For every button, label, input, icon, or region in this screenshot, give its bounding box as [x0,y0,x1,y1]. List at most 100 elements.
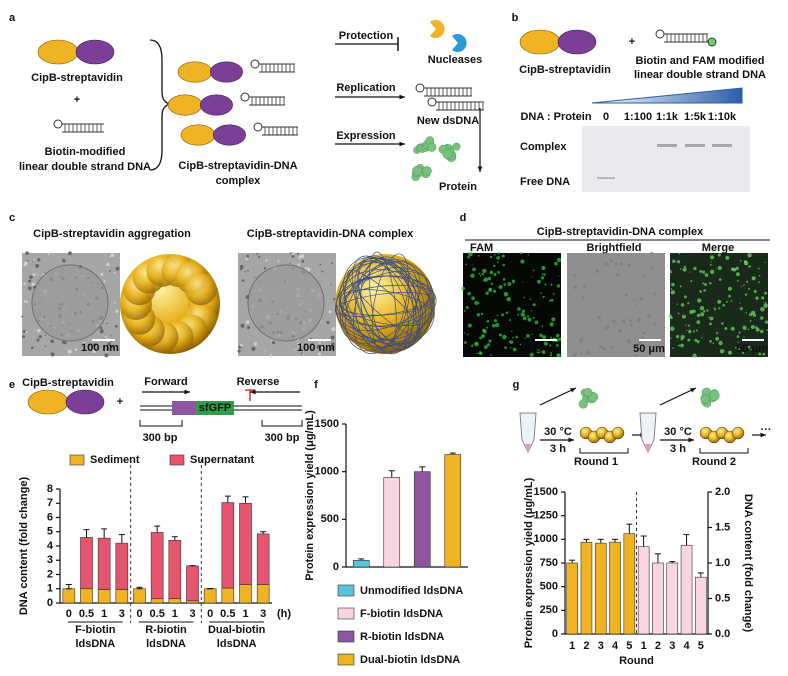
bar [637,546,650,635]
micrograph-texture [541,265,546,271]
micrograph-texture [486,326,489,329]
lane-label: 1:10k [708,111,737,123]
micrograph-texture [531,310,533,312]
micrograph-texture [669,326,675,332]
micrograph-texture [497,270,501,274]
bar [383,477,401,568]
micrograph-texture [541,325,544,328]
bar [623,533,636,635]
micrograph-texture [717,299,722,304]
micrograph-texture [517,313,520,316]
micrograph-texture [764,291,768,295]
em-texture [330,283,332,286]
x-tick-label: 5 [698,640,704,652]
micrograph-texture [507,282,512,286]
micrograph-texture [482,329,487,334]
arrow-head [570,388,576,393]
x-tick-label: 3 [189,608,195,620]
micrograph-texture [724,326,728,330]
bar-segment [186,600,199,604]
bar-segment [221,502,235,589]
micrograph-texture [501,254,505,258]
micrograph-texture [739,307,743,311]
micrograph-texture [506,296,511,302]
bar-segment [97,589,111,604]
em-texture [247,269,249,272]
micrograph-texture [567,344,569,346]
em-texture [304,267,307,270]
y-axis-label: Protein expression yield (μg/mL) [523,477,535,648]
protein-blob [709,390,720,401]
group-label: F-biotin [75,624,116,636]
panel-letter: c [9,212,15,224]
micrograph-texture [556,353,561,358]
micrograph-texture [490,282,494,285]
micrograph-texture [650,266,654,270]
micrograph-texture [493,289,497,293]
em-texture [297,343,301,348]
em-texture [291,255,295,258]
em-texture [296,252,299,255]
x-tick-label: 2 [583,640,589,652]
micrograph-texture [699,305,705,311]
micrograph-texture [700,312,705,317]
streptavidin-domain [65,389,105,415]
micrograph-texture [750,348,752,351]
em-texture [109,256,111,258]
micrograph-texture [757,267,760,270]
biotin [655,29,665,39]
em-texture [291,251,295,255]
legend-label: Sediment [90,454,140,466]
micrograph-texture [612,319,617,324]
micrograph-texture [749,320,752,322]
micrograph-texture [597,315,602,320]
micrograph-texture [763,303,768,308]
micrograph-texture [541,350,546,355]
micrograph-texture [502,263,505,267]
x-tick-label: 3 [260,608,266,620]
label: Protein [439,181,477,193]
micrograph-texture [741,285,743,287]
micrograph-texture [730,267,735,271]
bar-segment [80,588,93,604]
em-texture [92,349,97,354]
micrograph-texture [755,326,758,329]
micrograph-texture [747,328,750,331]
em-texture [110,334,112,336]
label: Brightfield [587,242,642,254]
micrograph-texture [578,338,584,344]
micrograph-texture [627,340,629,343]
biotin [53,119,63,129]
micrograph-texture [684,295,687,299]
micrograph-texture [652,263,654,265]
em-texture [253,342,257,346]
streptavidin-domain [213,124,246,146]
tick-label: 5 [47,526,53,538]
em-texture [113,301,116,304]
micrograph-texture [467,333,469,336]
em-texture [289,252,292,255]
em-texture [239,343,243,347]
micrograph-texture [675,334,680,339]
micrograph-texture [718,307,721,310]
subunit [184,273,217,306]
em-texture [269,354,273,357]
micrograph-texture [690,280,693,283]
micrograph-texture [599,345,602,349]
micrograph-texture [635,353,638,357]
micrograph-texture [689,271,691,273]
micrograph-texture [736,335,740,338]
group-label: R-biotin [145,624,187,636]
label: Round 2 [692,456,736,468]
micrograph-texture [635,305,638,308]
bar [666,562,679,635]
dna-wire [338,284,436,316]
y-axis-label: Protein expression yield (μg/mL) [304,410,316,581]
em-texture [33,259,35,261]
micrograph-texture [477,254,480,257]
micrograph-texture [696,320,701,325]
label: linear double strand DNA [19,161,151,173]
tick-label: 500 [540,581,558,593]
x-unit: (h) [277,608,291,620]
micrograph-texture [710,255,715,260]
